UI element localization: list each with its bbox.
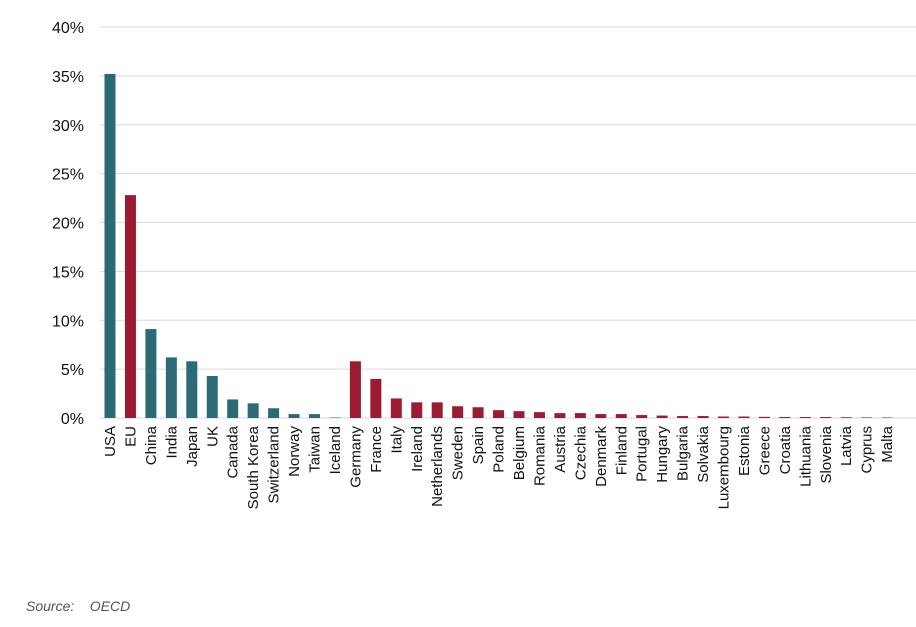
y-tick-label: 15% [52,264,84,281]
bar-cyprus [861,417,873,418]
category-label: China [143,425,160,465]
category-label: Romania [531,425,548,486]
category-label: Slovenia [818,425,835,483]
category-label: UK [204,426,221,447]
category-label: Canada [225,425,242,478]
category-label: EU [122,426,139,447]
bar-india [165,357,177,418]
bar-switzerland [268,408,280,418]
bar-solvakia [697,416,709,418]
category-label: Malta [879,425,896,462]
bar-taiwan [309,414,320,418]
bar-austria [554,413,566,418]
category-label: Estonia [736,425,753,476]
category-label: Ireland [409,426,426,472]
bar-china [145,329,157,418]
y-tick-label: 35% [52,69,84,86]
bar-romania [533,412,545,418]
category-label: Finland [613,426,630,475]
bar-slovenia [820,417,832,418]
gridlines [100,26,916,419]
bar-norway [288,414,300,418]
bar-poland [493,410,505,418]
category-label: Taiwan [307,426,324,473]
category-label: Italy [388,426,405,454]
category-label: Norway [286,426,303,477]
bar-czechia [574,413,586,418]
bar-germany [349,361,361,418]
category-label: Luxembourg [716,426,733,509]
bar-canada [227,399,239,418]
bar-usa [104,73,116,419]
bar-estonia [738,416,750,418]
category-label: Germany [347,426,364,488]
bar-chart: 0% 5% 10% 15% 20% 25% 30% 35% 40% USA EU China Indi… [52,20,916,509]
y-tick-label: 40% [52,20,84,37]
category-label: Solvakia [695,425,712,482]
category-label: France [368,426,385,473]
bar-italy [390,398,402,418]
category-label: Lithuania [797,425,814,487]
bar-france [370,378,382,418]
bar-eu [124,195,136,418]
category-label: Iceland [327,426,344,474]
bar-croatia [779,417,791,418]
bar-lithuania [799,417,811,418]
category-label: Greece [756,426,773,475]
source-note: Source: OECD [26,598,131,614]
category-label: Belgium [511,426,528,480]
category-label: Latvia [838,425,855,466]
bars [104,73,893,419]
category-label: Denmark [593,426,610,487]
y-tick-label: 0% [61,411,84,428]
bar-finland [615,414,627,418]
bar-sweden [452,406,464,418]
category-label: USA [102,426,119,457]
bar-portugal [636,415,648,418]
bar-luxembourg [718,416,729,418]
category-label: Austria [552,425,569,472]
y-tick-label: 30% [52,118,84,135]
bar-south-korea [247,403,259,418]
bar-netherlands [431,402,443,418]
category-label: Croatia [777,425,794,474]
bar-latvia [840,417,852,418]
category-label: Japan [184,426,201,467]
y-tick-label: 20% [52,216,84,233]
category-label: Portugal [634,426,651,482]
category-label: Switzerland [266,426,283,504]
bar-belgium [513,411,525,418]
category-labels: USA EU China India Japan UK Canada South Korea S… [102,425,896,509]
category-label: India [163,425,180,458]
y-axis-tick-labels: 0% 5% 10% 15% 20% 25% 30% 35% 40% [52,20,84,428]
category-label: Czechia [572,425,589,480]
category-label: Poland [491,426,508,473]
bar-greece [758,416,770,418]
bar-ireland [411,402,423,418]
bar-japan [186,361,198,418]
category-label: Cyprus [859,426,876,474]
category-label: Netherlands [429,426,446,507]
bar-bulgaria [677,416,689,418]
category-label: Spain [470,426,487,464]
y-tick-label: 10% [52,313,84,330]
category-label: South Korea [245,425,262,509]
bar-uk [206,375,218,418]
y-tick-label: 5% [61,362,84,379]
category-label: Bulgaria [675,425,692,481]
bar-spain [472,407,484,418]
category-label: Sweden [450,426,467,480]
bar-hungary [656,415,668,418]
category-label: Hungary [654,426,671,483]
bar-denmark [595,414,607,418]
y-tick-label: 25% [52,167,84,184]
